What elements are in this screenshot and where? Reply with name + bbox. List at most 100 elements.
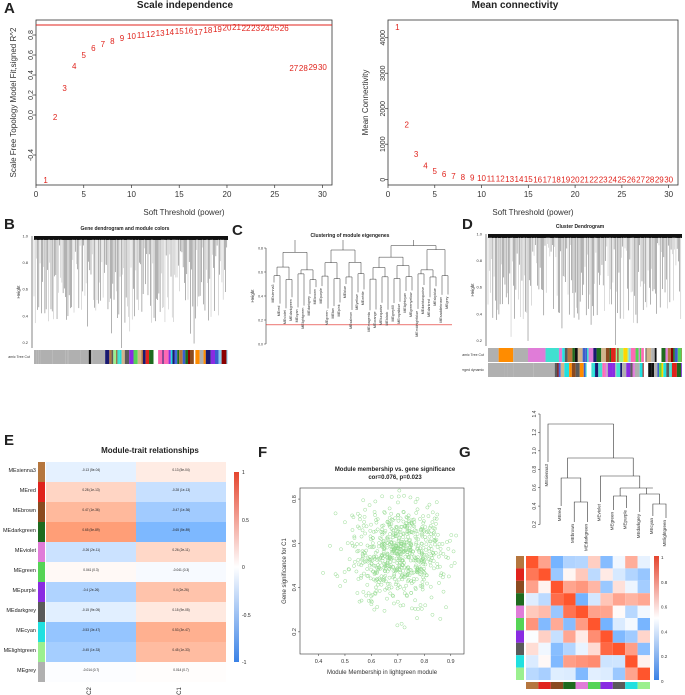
gene-point [418,517,421,520]
gene-point [432,559,435,562]
cluster-branch [427,250,445,276]
power-point-label: 30 [664,176,673,185]
gene-point [396,501,399,504]
module-color-segment [629,348,631,362]
power-point-label: 24 [261,24,270,33]
heatmap-row-label: MEsienna3 [2,468,36,474]
x-tick-label: 25 [270,190,279,199]
module-color-segment [633,363,635,377]
adjacency-cell [526,581,538,593]
module-color-swatch [38,602,45,622]
gene-point [334,573,337,576]
eigengene-leaf-label: MElightcyan [403,293,407,313]
x-axis-label: Soft Threshold (power) [143,208,225,217]
module-color-segment [657,363,659,377]
g-leaf-label: MElightgreen [662,520,667,547]
y-tick-label: 0.4 [22,313,28,318]
adjacency-cell [576,630,588,642]
adjacency-row-swatch [516,643,524,655]
adjacency-row-swatch [516,593,524,605]
gene-point [402,587,405,590]
adjacency-col-swatch [600,682,612,689]
g-branch [653,504,666,518]
adjacency-cell [588,556,600,568]
module-color-swatch [38,462,45,482]
x-tick-label: 15 [175,190,184,199]
g-branch [640,494,660,512]
module-color-segment [171,350,173,364]
gene-point [430,596,433,599]
module-color-segment [661,348,665,362]
module-color-segment [211,350,215,364]
gene-point [415,617,418,620]
adjacency-cell [600,593,612,605]
module-color-segment [615,363,616,377]
power-point-label: 6 [442,170,447,179]
gene-point [390,512,393,515]
gene-point [441,542,444,545]
module-color-segment [620,363,622,377]
module-color-swatch [38,542,45,562]
gene-point [397,519,400,522]
power-point-label: 6 [91,44,96,53]
g-leaf-label: MEred [557,508,562,522]
gene-point [450,533,453,536]
module-color-segment [120,350,122,364]
module-color-segment [533,363,555,377]
y-tick-label: 3000 [380,65,387,81]
module-color-segment [587,363,592,377]
eigengene-leaf-label: MEcyan [295,309,299,322]
gene-point [425,582,428,585]
adjacency-cell [538,643,550,655]
gene-point [363,520,366,523]
gene-point [428,550,431,553]
gene-point [369,523,372,526]
heatmap-cell: -0.53 (3e-47) [46,622,136,642]
x-tick-label: 0.6 [368,659,376,665]
y-tick-label: 0.6 [28,50,35,60]
gene-point [422,576,425,579]
plot-frame [388,20,678,185]
gene-point [369,529,372,532]
adjacency-cell [576,655,588,667]
y-tick-label: 1.2 [532,429,538,436]
module-color-segment [513,348,515,362]
gene-point [438,565,441,568]
module-color-segment [586,363,587,377]
adjacency-col-swatch [538,682,550,689]
module-color-segment [651,348,655,362]
cluster-branch [394,279,400,304]
module-color-segment [105,350,109,364]
module-color-segment [601,348,606,362]
heatmap-cell: 0.041 (0.3) [46,562,136,582]
gene-point [403,626,406,629]
gene-point [445,556,448,559]
module-color-segment [37,350,39,364]
power-point-label: 20 [571,175,580,184]
gene-point [420,607,423,610]
eigengene-leaf-label: MEskyblue [433,288,437,306]
adjacency-cell [526,556,538,568]
gene-point [396,624,399,627]
g-leaf-label: MEpurple [623,510,628,530]
heatmap-cell: -0.26 (2e-11) [46,542,136,562]
module-color-segment [576,363,580,377]
power-point-label: 14 [165,28,174,37]
gene-point [434,522,437,525]
gene-point [402,494,405,497]
gene-point [416,497,419,500]
gene-point [392,602,395,605]
module-color-segment [513,363,533,377]
heatmap-cell: -0.15 (9e-05) [46,602,136,622]
gene-point [369,568,372,571]
adjacency-cell [526,668,538,680]
adjacency-cell [588,581,600,593]
module-color-segment [190,350,194,364]
gene-point [436,562,439,565]
gene-point [365,525,368,528]
colorbar [234,472,239,662]
adjacency-cell [625,643,637,655]
y-tick-label: 0.6 [476,285,482,290]
power-point-label: 26 [627,176,636,185]
